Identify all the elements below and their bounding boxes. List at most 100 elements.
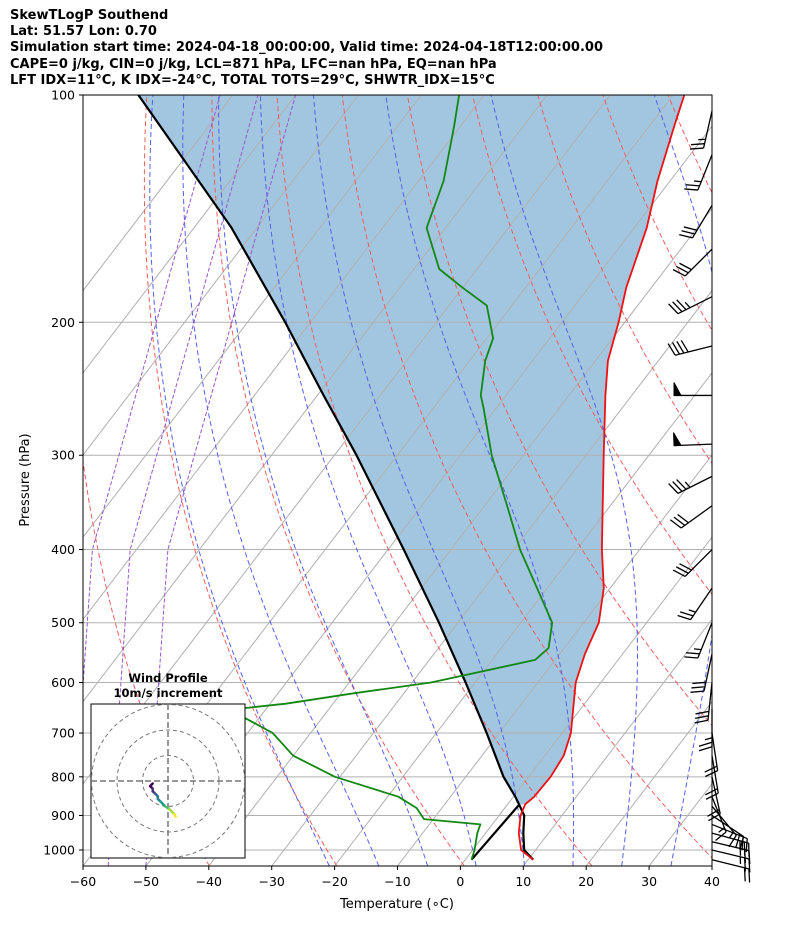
isotherm-line [397,454,712,866]
wind-barb [679,204,713,239]
wind-barb-staff [684,549,713,577]
wind-barb [667,339,713,356]
y-axis-ticks: 1000 900 800 700 600 500 400 300 200 100 [43,88,83,858]
y-tick-label: 400 [51,542,75,557]
moist-adiabat-line [313,95,525,866]
wind-barb [690,653,713,693]
dry-adiabat-line [0,95,82,866]
wind-barb-half-flag [728,831,734,839]
y-tick-label: 500 [51,615,75,630]
wind-barb-pennant [673,432,682,447]
wind-barb [684,622,713,659]
isotherm-line [83,95,234,292]
wind-barb-half-flag [704,737,713,741]
title-line-indices: LFT IDX=11°C, K IDX=-24°C, TOTAL TOTS=29… [10,72,495,88]
wind-barb [684,154,713,191]
moist-adiabat-line [653,95,712,866]
wind-barb-flag [735,833,741,848]
wind-barb-flag [679,611,694,617]
hodograph-title: Wind Profile [128,671,208,685]
wind-barb-pennant [673,382,682,396]
wind-barb-staff [703,653,713,692]
wind-barb [711,859,751,883]
isotherm-line [83,95,359,456]
wind-barb-flag [679,234,693,239]
wind-barb-staff [674,345,713,356]
wind-barb [673,382,712,397]
wind-barb-staff [677,296,713,315]
x-tick-label: −30 [259,874,285,889]
dry-adiabat-line [733,95,794,866]
wind-barb-flag [715,831,727,842]
x-tick-label: 40 [704,874,720,889]
hodograph-trace-segment [173,812,177,818]
wind-barb-flag [728,835,737,848]
dry-adiabat-line [406,95,712,727]
wind-barb-flag [676,341,685,354]
wind-barb-staff [711,755,719,794]
moist-adiabat-line [490,95,638,866]
wind-barb-flag [668,303,679,315]
wind-barb-flag [698,746,713,752]
wind-barb-half-flag [688,609,696,613]
moist-adiabat-line [182,95,380,866]
wind-barb-flag [745,838,748,853]
hodograph-panel [91,704,245,858]
wind-barb-staff [691,204,713,239]
wind-barb-half-flag [693,180,702,183]
dry-adiabat-line [341,95,712,859]
wind-barbs [667,110,751,883]
wind-barb-staff [711,732,719,771]
moist-adiabat-line [259,95,477,866]
temperature-line [517,95,686,861]
wind-barb-half-flag [718,827,725,833]
y-tick-label: 1000 [43,843,75,858]
wind-barb-staff [684,248,713,277]
parcel-path-line [137,95,535,861]
wind-barb-staff [697,154,713,191]
wind-barb-staff [711,776,721,815]
wind-barb-flag [681,230,695,235]
cin-shaded-area [138,95,685,805]
wind-barb [689,110,713,150]
x-tick-label: 20 [578,874,594,889]
wind-barb [672,549,713,578]
wind-barb-staff [707,682,713,721]
wind-barb-flag [708,813,721,822]
wind-barb-flag [695,710,710,715]
x-axis-label: Temperature (∘C) [339,897,454,912]
wind-barb-staff [711,841,750,852]
isotherm-line [585,700,712,866]
title-line-cape: CAPE=0 j/kg, CIN=0 j/kg, LCL=871 hPa, LF… [10,56,497,72]
wind-barb-flag [690,143,705,146]
wind-barb-flag [684,188,698,191]
isotherm-line [83,95,422,539]
wind-barb-flag [694,715,709,720]
wind-barb-flag [739,836,745,850]
moist-adiabat-line [385,95,575,866]
wind-barb-flag [691,686,706,689]
dry-adiabat-line [667,95,712,194]
wind-barb-flag [743,867,746,882]
wind-barb-staff [697,622,713,659]
wind-barb-flag [672,481,683,492]
wind-barb-staff [711,823,748,840]
wind-barb-flag [689,147,704,150]
isotherm-line [460,536,712,866]
wind-barb-flag [676,299,687,311]
x-tick-label: 30 [641,874,657,889]
wind-barb-flag [698,741,713,747]
wind-barb-flag [668,483,679,494]
isotherm-line [711,865,712,866]
y-tick-label: 700 [51,726,75,741]
isotherm-line [83,95,485,621]
mixing-ratio-line [83,95,221,692]
isotherm-line [271,289,712,866]
wind-barb-flag [672,269,686,277]
wind-barb-staff [711,859,750,870]
sounding-profiles [137,95,686,861]
wind-barb [673,432,713,447]
x-tick-label: −10 [384,874,410,889]
wind-barb-flag [671,342,681,355]
